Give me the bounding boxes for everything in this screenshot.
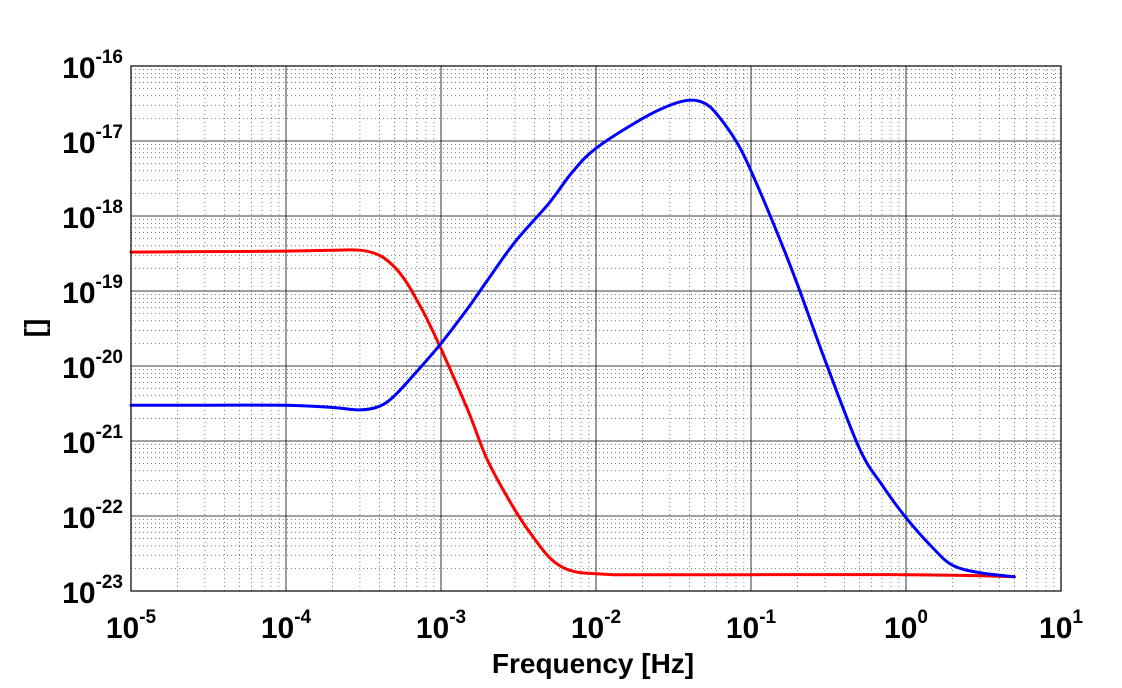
- y-tick-label: 10-18: [62, 197, 123, 235]
- y-tick-exponent: -20: [96, 347, 123, 368]
- x-tick-exponent: -4: [294, 607, 311, 628]
- x-tick-base: 10: [884, 612, 917, 645]
- x-tick-exponent: -2: [604, 607, 621, 628]
- y-tick-label: 10-17: [62, 122, 123, 160]
- plot-frame: [130, 65, 1062, 592]
- y-tick-exponent: -18: [96, 197, 123, 218]
- x-tick-label: 10-1: [726, 607, 777, 645]
- series-line-1: [129, 248, 1016, 579]
- y-tick-base: 10: [62, 577, 95, 610]
- x-tick-base: 10: [261, 612, 294, 645]
- y-tick-label: 10-19: [62, 272, 123, 310]
- x-tick-base: 10: [726, 612, 759, 645]
- x-tick-label: 10-4: [261, 607, 312, 645]
- x-tick-label: 10-3: [416, 607, 466, 645]
- x-tick-base: 10: [106, 612, 139, 645]
- x-tick-label: 10-5: [106, 607, 157, 645]
- x-tick-exponent: 1: [1072, 607, 1083, 628]
- x-tick-exponent: 0: [917, 607, 928, 628]
- y-tick-base: 10: [62, 127, 95, 160]
- y-tick-base: 10: [62, 52, 95, 85]
- y-tick-exponent: -21: [96, 422, 124, 443]
- series-layer: [129, 98, 1016, 579]
- y-tick-exponent: -17: [96, 122, 123, 143]
- y-tick-exponent: -19: [96, 272, 123, 293]
- y-tick-exponent: -16: [96, 47, 123, 68]
- x-tick-exponent: -3: [449, 607, 466, 628]
- y-tick-exponent: -22: [96, 497, 123, 518]
- y-tick-label: 10-23: [62, 572, 123, 610]
- y-tick-label: 10-20: [62, 347, 123, 385]
- y-tick-base: 10: [62, 427, 95, 460]
- x-tick-label: 101: [1039, 607, 1083, 645]
- x-tick-exponent: -5: [139, 607, 156, 628]
- x-tick-base: 10: [571, 612, 604, 645]
- y-tick-base: 10: [62, 202, 95, 235]
- series-line-2: [129, 98, 1016, 579]
- y-tick-exponent: -23: [96, 572, 123, 593]
- x-tick-base: 10: [416, 612, 449, 645]
- x-tick-label: 10-2: [571, 607, 621, 645]
- x-axis-title: Frequency [Hz]: [492, 648, 694, 679]
- y-tick-label: 10-22: [62, 497, 123, 535]
- y-tick-base: 10: [62, 502, 95, 535]
- y-tick-base: 10: [62, 277, 95, 310]
- x-tick-exponent: -1: [759, 607, 776, 628]
- x-tick-label: 100: [884, 607, 928, 645]
- x-tick-labels: 10-5 10-4 10-3 10-2 10-1 100 101: [106, 607, 1084, 645]
- y-tick-base: 10: [62, 352, 95, 385]
- y-axis-title: []: [19, 319, 50, 338]
- y-tick-label: 10-16: [62, 47, 123, 85]
- y-tick-label: 10-21: [62, 422, 123, 460]
- x-tick-base: 10: [1039, 612, 1072, 645]
